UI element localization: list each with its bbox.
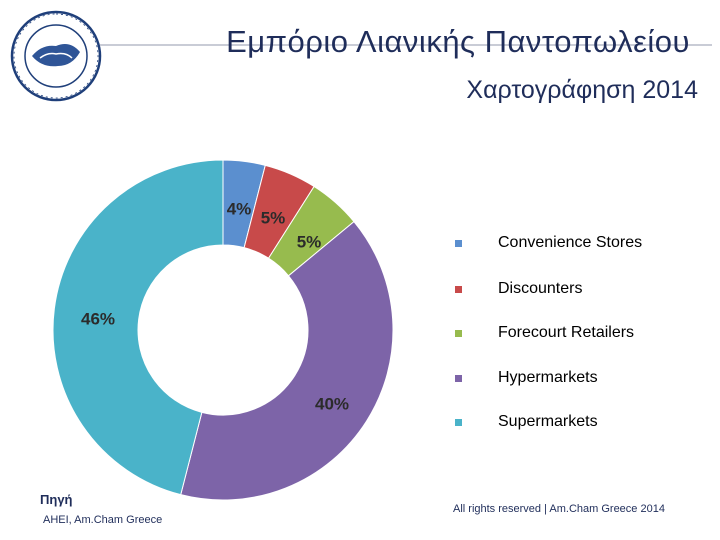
data-label-supermarkets: 46% (81, 309, 115, 328)
legend-item-forecourt-retailers: Forecourt Retailers (455, 320, 685, 350)
legend-label: Supermarkets (498, 413, 598, 430)
legend-swatch (455, 375, 462, 382)
legend-label: Hypermarkets (498, 369, 598, 386)
data-label-discounters: 5% (261, 208, 286, 227)
legend-item-hypermarkets: Hypermarkets (455, 365, 685, 395)
legend-swatch (455, 240, 462, 247)
legend-item-discounters: Discounters (455, 276, 685, 306)
legend-label: Discounters (498, 280, 583, 297)
legend-label: Convenience Stores (498, 234, 643, 251)
amcham-seal-logo-icon (10, 10, 102, 102)
legend-item-supermarkets: Supermarkets (455, 409, 685, 439)
donut-slice-supermarkets (52, 159, 224, 496)
legend-swatch (455, 419, 462, 426)
source-heading: Πηγή (40, 492, 73, 507)
title-divider (100, 44, 712, 46)
legend-swatch (455, 330, 462, 337)
data-label-forecourt-retailers: 5% (297, 232, 322, 251)
data-label-hypermarkets: 40% (315, 394, 349, 413)
donut-slice-hypermarkets (180, 220, 394, 501)
legend-item-convenience-stores: Convenience Stores (455, 230, 685, 260)
source-text: AHEI, Am.Cham Greece (43, 514, 163, 526)
data-label-convenience-stores: 4% (227, 199, 252, 218)
page-subtitle: Χαρτογράφηση 2014 (466, 76, 698, 104)
legend-swatch (455, 286, 462, 293)
page-title: Εμπόριο Λιανικής Παντοπωλείου (226, 24, 690, 59)
legend-label: Forecourt Retailers (498, 324, 635, 341)
copyright-notice: All rights reserved | Am.Cham Greece 201… (453, 503, 665, 515)
